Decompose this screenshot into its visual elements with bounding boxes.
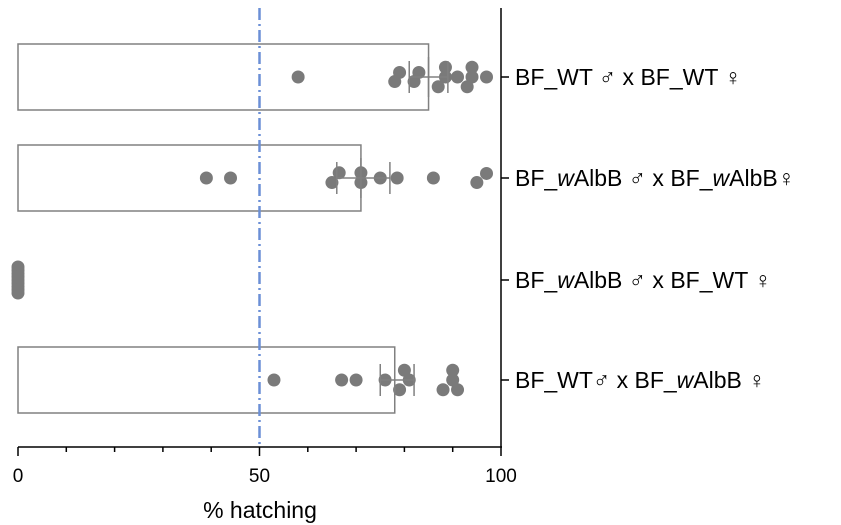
category-label-2-part-4: ♂ bbox=[629, 165, 646, 191]
category-label-1-part-4: ♀ bbox=[724, 64, 741, 90]
category-labels-layer: BF_WT ♂ x BF_WT ♀BF_wAlbB ♂ x BF_wAlbB♀B… bbox=[515, 64, 795, 393]
category-label-3: BF_wAlbB ♂ x BF_WT ♀ bbox=[515, 267, 772, 293]
category-label-4-part-6: ♀ bbox=[748, 367, 765, 393]
data-point-3-9 bbox=[11, 286, 25, 300]
bar-2 bbox=[17, 144, 362, 212]
data-point-2-11 bbox=[480, 166, 494, 180]
data-point-4-1 bbox=[267, 373, 281, 387]
bars-layer bbox=[17, 43, 430, 414]
data-point-2-1 bbox=[199, 171, 213, 185]
category-label-1-part-2: ♂ bbox=[599, 64, 616, 90]
data-point-1-1 bbox=[291, 70, 305, 84]
category-label-4: BF_WT♂ x BF_wAlbB ♀ bbox=[515, 367, 766, 393]
data-point-1-3 bbox=[393, 65, 407, 79]
x-tick-label-0: 0 bbox=[13, 466, 24, 487]
x-tick-label-50: 50 bbox=[249, 466, 270, 487]
category-label-2-part-5: x BF_ bbox=[646, 165, 714, 191]
data-point-2-4 bbox=[332, 166, 346, 180]
category-label-3-part-1: BF_ bbox=[515, 267, 558, 293]
data-point-4-9 bbox=[446, 363, 460, 377]
error-bar-layer bbox=[336, 57, 449, 400]
data-point-2-8 bbox=[390, 171, 404, 185]
category-label-3-part-3: AlbB bbox=[574, 267, 629, 293]
data-point-1-10 bbox=[460, 80, 474, 94]
data-point-1-11 bbox=[465, 60, 479, 74]
category-label-3-part-2: w bbox=[557, 267, 575, 293]
x-ticks-layer: 0 50 100 bbox=[13, 76, 517, 487]
category-label-2-part-2: w bbox=[557, 165, 575, 191]
data-point-4-10 bbox=[446, 373, 460, 387]
data-point-1-13 bbox=[480, 70, 494, 84]
x-axis-title: % hatching bbox=[203, 497, 317, 523]
category-label-2-part-3: AlbB bbox=[574, 165, 629, 191]
category-label-2-part-8: ♀ bbox=[778, 165, 795, 191]
category-label-4-part-3: x BF_ bbox=[610, 367, 678, 393]
data-point-4-5 bbox=[393, 383, 407, 397]
data-point-1-7 bbox=[438, 60, 452, 74]
category-label-2-part-7: AlbB bbox=[729, 165, 778, 191]
category-label-1: BF_WT ♂ x BF_WT ♀ bbox=[515, 64, 742, 90]
category-label-1-part-3: x BF_WT bbox=[616, 64, 724, 90]
category-label-2: BF_wAlbB ♂ x BF_wAlbB♀ bbox=[515, 165, 795, 191]
category-label-3-part-4: ♂ bbox=[629, 267, 646, 293]
category-label-4-part-1: BF_WT bbox=[515, 367, 593, 393]
bar-1 bbox=[17, 43, 430, 111]
data-point-1-9 bbox=[451, 70, 465, 84]
data-point-4-6 bbox=[397, 363, 411, 377]
category-label-2-part-6: w bbox=[713, 165, 731, 191]
category-label-3-part-6: ♀ bbox=[754, 267, 771, 293]
data-point-4-3 bbox=[349, 373, 363, 387]
data-point-1-12 bbox=[465, 70, 479, 84]
data-point-1-6 bbox=[431, 80, 445, 94]
x-tick-label-100: 100 bbox=[485, 466, 517, 487]
data-point-2-3 bbox=[325, 176, 339, 190]
points-layer bbox=[11, 60, 494, 397]
data-point-4-11 bbox=[451, 383, 465, 397]
category-label-4-part-4: w bbox=[677, 367, 695, 393]
category-label-2-part-1: BF_ bbox=[515, 165, 558, 191]
data-point-1-5 bbox=[412, 65, 426, 79]
data-point-2-10 bbox=[470, 176, 484, 190]
category-label-3-part-5: x BF_WT bbox=[646, 267, 754, 293]
data-point-4-2 bbox=[335, 373, 349, 387]
bar-4 bbox=[17, 346, 396, 414]
data-point-4-8 bbox=[436, 383, 450, 397]
data-point-2-9 bbox=[426, 171, 440, 185]
category-label-4-part-2: ♂ bbox=[593, 367, 610, 393]
category-label-1-part-1: BF_WT bbox=[515, 64, 599, 90]
category-label-4-part-5: AlbB bbox=[693, 367, 748, 393]
data-point-2-2 bbox=[224, 171, 238, 185]
